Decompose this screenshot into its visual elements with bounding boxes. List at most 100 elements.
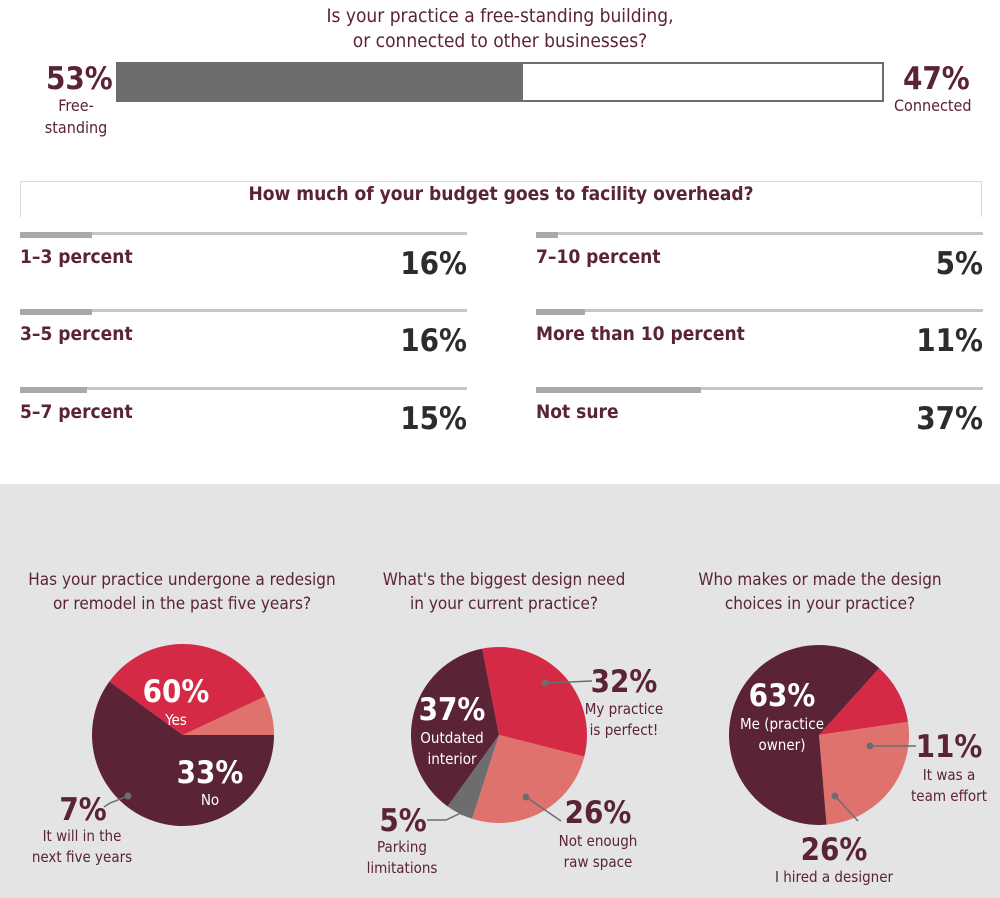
- top-question-title: Is your practice a free-standing buildin…: [200, 4, 800, 54]
- pie3-slice: [729, 645, 880, 826]
- pie2-slice-pct: 26%: [565, 795, 632, 831]
- pie3-slice-label: It was a: [923, 766, 975, 784]
- pie2-slice-pct: 5%: [379, 803, 426, 839]
- budget-item: 1–3 percent 16%: [20, 232, 467, 304]
- pie3-slice-label: I hired a designer: [775, 868, 894, 886]
- budget-title: How much of your budget goes to facility…: [248, 183, 754, 205]
- pie1-slice: [183, 696, 274, 735]
- budget-item-track: [20, 387, 467, 390]
- pie2-slice-label: Not enough: [559, 832, 638, 850]
- budget-item-label: 5–7 percent: [20, 401, 133, 423]
- pie2-leader-dot: [459, 808, 467, 816]
- pie2-slice-label: is perfect!: [590, 721, 659, 739]
- budget-item-label: More than 10 percent: [536, 323, 745, 345]
- pie3-slice-label: team effort: [911, 787, 987, 805]
- pie1-title: Has your practice undergone a redesign o…: [22, 568, 342, 616]
- pie2-slice-pct: 32%: [591, 664, 658, 700]
- budget-item-label: 3–5 percent: [20, 323, 133, 345]
- free-standing-label-line1: Free-: [58, 96, 94, 115]
- budget-item-value: 15%: [400, 401, 467, 437]
- budget-item-bar: [536, 309, 586, 315]
- pie1-title-line2: or remodel in the past five years?: [52, 594, 312, 614]
- pie3-title-line1: Who makes or made the design: [698, 570, 942, 590]
- pie2-title: What's the biggest design need in your c…: [344, 568, 664, 616]
- pie3-title: Who makes or made the design choices in …: [660, 568, 980, 616]
- pie2-slice-label: Parking: [377, 838, 427, 856]
- free-standing-label: Free- standing: [40, 95, 112, 139]
- budget-item-bar: [536, 232, 559, 238]
- free-standing-pct: 53%: [46, 61, 113, 97]
- top-question-title-line1: Is your practice a free-standing buildin…: [326, 5, 674, 27]
- budget-item-label: 7–10 percent: [536, 246, 661, 268]
- connected-label: Connected: [894, 96, 972, 115]
- budget-item: 7–10 percent 5%: [536, 232, 983, 304]
- budget-item: 3–5 percent 16%: [20, 309, 467, 381]
- budget-item: More than 10 percent 11%: [536, 309, 983, 381]
- pie2-slice-label: My practice: [585, 700, 663, 718]
- budget-item-bar: [536, 387, 702, 393]
- pie3-slice: [819, 668, 909, 735]
- budget-item-bar: [20, 232, 92, 238]
- pie2-title-line2: in your current practice?: [410, 594, 598, 614]
- pie3-slice: [819, 721, 909, 825]
- pie1-slice-label: It will in the: [43, 827, 122, 845]
- pie3-leader-dot: [831, 792, 839, 800]
- pie2-leader: [427, 811, 464, 821]
- pie1-slice-pct: 7%: [59, 792, 106, 828]
- pie2-leader-dot: [522, 793, 530, 801]
- pie2-slice: [472, 735, 585, 823]
- pie3-slice-pct: 63%: [749, 678, 816, 714]
- pie2-slice-label: Outdated: [420, 729, 483, 747]
- pie2-slice-pct: 37%: [419, 692, 486, 728]
- pie2-slice: [447, 735, 499, 819]
- pie1-leader-dot: [124, 792, 132, 800]
- budget-item-track: [536, 309, 983, 312]
- pie3-title-line2: choices in your practice?: [724, 594, 916, 614]
- budget-item-value: 37%: [916, 401, 983, 437]
- budget-item: 5–7 percent 15%: [20, 387, 467, 459]
- pie2-slice-label: limitations: [367, 859, 438, 877]
- pie3-leader: [834, 795, 859, 822]
- budget-item-bar: [20, 309, 92, 315]
- budget-item-value: 5%: [935, 246, 983, 282]
- pie3-leader-dot: [866, 742, 874, 750]
- budget-item-track: [536, 232, 983, 235]
- pie3-slice-pct: 11%: [916, 729, 983, 765]
- budget-header-box: [20, 181, 982, 217]
- pie2-title-line1: What's the biggest design need: [382, 570, 626, 590]
- free-standing-bar-fill: [118, 64, 523, 100]
- budget-item-value: 16%: [400, 246, 467, 282]
- pie1-slice: [109, 644, 266, 735]
- budget-item-bar: [20, 387, 88, 393]
- pie2-slice-label: interior: [428, 750, 477, 768]
- top-question-title-line2: or connected to other businesses?: [352, 30, 648, 52]
- pie1-slice-label: next five years: [32, 848, 132, 866]
- pie2-slice: [411, 648, 499, 807]
- budget-item-value: 16%: [400, 323, 467, 359]
- pie3-slice-pct: 26%: [801, 832, 868, 868]
- pie3-slice-label: Me (practice: [740, 715, 824, 733]
- pie3-slice-label: owner): [759, 736, 806, 754]
- pie2-slice-label: raw space: [564, 853, 633, 871]
- budget-item: Not sure 37%: [536, 387, 983, 459]
- pie1-slice-pct: 33%: [177, 755, 244, 791]
- budget-item-label: Not sure: [536, 401, 619, 423]
- budget-item-track: [536, 387, 983, 390]
- pie1-leader: [103, 795, 129, 808]
- pie1-slice-label: No: [201, 791, 219, 809]
- budget-item-track: [20, 309, 467, 312]
- free-standing-label-line2: standing: [44, 118, 108, 137]
- pie1-title-line1: Has your practice undergone a redesign: [28, 570, 336, 590]
- pie2-leader-dot: [541, 679, 549, 687]
- pie1-slice-label: Yes: [164, 711, 187, 729]
- pie2-leader: [544, 680, 593, 684]
- pie2-leader: [525, 796, 562, 822]
- pie2-slice: [482, 647, 588, 757]
- budget-item-track: [20, 232, 467, 235]
- pie1-slice: [91, 681, 274, 826]
- budget-item-value: 11%: [916, 323, 983, 359]
- pie1-slice-pct: 60%: [143, 674, 210, 710]
- connected-pct: 47%: [903, 61, 970, 97]
- budget-item-label: 1–3 percent: [20, 246, 133, 268]
